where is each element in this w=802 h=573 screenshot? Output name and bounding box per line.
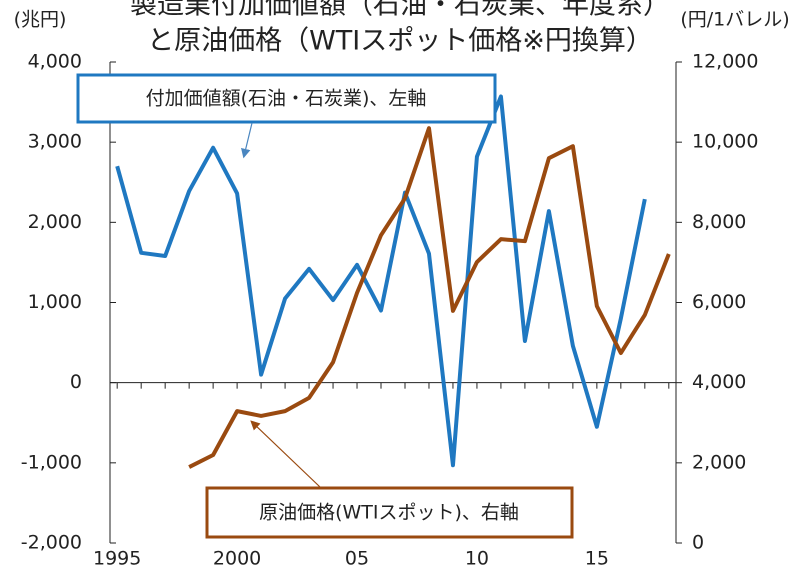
x-tick-label: 2000 xyxy=(213,548,261,570)
y-tick-label: -1,000 xyxy=(21,451,82,473)
y-tick-label: 0 xyxy=(70,371,82,393)
x-tick-label: 15 xyxy=(585,548,609,570)
annotation-box xyxy=(76,73,497,124)
legend-label: 原油価格(WTIスポット)、右軸 xyxy=(259,502,519,524)
y-tick-label: 4,000 xyxy=(28,51,82,73)
chart-subtitle: と原油価格（WTIスポット価格※円換算） xyxy=(147,26,653,57)
y2-tick-label: 10,000 xyxy=(692,131,758,153)
legend-label: 付加価値額(石油・石炭業)、左軸 xyxy=(146,88,427,110)
data-line xyxy=(115,94,647,468)
y2-tick-label: 4,000 xyxy=(692,371,746,393)
x-tick-label: 10 xyxy=(465,548,489,570)
y-tick-label: 2,000 xyxy=(28,211,82,233)
x-tick-label: 05 xyxy=(345,548,369,570)
y2-tick-label: 0 xyxy=(692,532,704,554)
y-tick-label: 1,000 xyxy=(28,291,82,313)
y-tick-label: 3,000 xyxy=(28,131,82,153)
y2-axis-label: (円/1バレル) xyxy=(680,9,789,31)
y2-tick-label: 12,000 xyxy=(692,51,758,73)
annotation-box xyxy=(205,486,574,539)
y2-tick-label: 6,000 xyxy=(692,291,746,313)
data-line xyxy=(188,126,671,469)
annotation-arrow xyxy=(250,420,321,488)
chart-title: 製造業付加価値額（石油・石炭業、年度系） xyxy=(130,0,670,21)
y2-tick-label: 2,000 xyxy=(692,451,746,473)
x-tick-label: 1995 xyxy=(93,548,141,570)
annotation-arrow xyxy=(241,122,253,159)
y-tick-label: -2,000 xyxy=(21,532,82,554)
y-axis-label: (兆円) xyxy=(14,9,67,31)
y2-tick-label: 8,000 xyxy=(692,211,746,233)
